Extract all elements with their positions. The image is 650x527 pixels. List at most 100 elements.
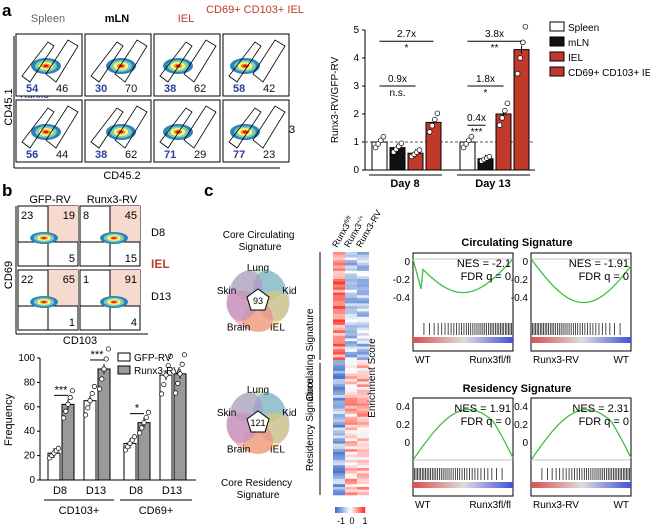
heatmap-cell [333,427,345,431]
heatmap-cell [345,273,357,277]
bar-b-point [91,383,97,389]
gsea-rank-bar [431,337,433,343]
heatmap-cell [345,297,357,301]
flow-b-q-topright: 45 [125,210,137,222]
venn-tissue-label: IEL [270,323,285,334]
heatmap-cell [345,405,357,409]
bar-b-point [181,352,187,358]
gsea-rank-bar [615,337,617,343]
bar-a-1-2 [495,113,512,171]
bar-b-ytick-label: 0 [29,475,35,486]
gsea-rank-bar [537,482,539,488]
heatmap-cell [333,432,345,436]
flow-a-gate-right [183,39,217,83]
flow-a-gate-left [21,107,55,149]
gsea-rank-bar [459,482,461,488]
bar-b-point [159,391,165,397]
bar-b-ytick-label: 40 [24,426,36,437]
venn-top-title-1: Core Circulating [223,230,295,241]
heatmap-cell [333,368,345,372]
flow-b-q-bottomright: 15 [125,253,137,265]
gsea-rank-bar [435,337,437,343]
flow-a-blob-layer-4 [242,64,248,68]
heatmap-cell [357,297,369,301]
heatmap-cell [333,457,345,461]
heatmap-scale-bar [349,507,351,513]
heatmap-cell [357,281,369,285]
bar-a-ylabel: Runx3-RV/GFP-RV [330,57,341,144]
flow-a-cell-r1-c1: 38 62 [84,99,152,163]
bar-b-point [161,381,167,388]
heatmap-cell [345,338,357,342]
gsea-ytick: 0 [404,257,410,268]
bar-a-point [517,55,523,61]
venn-tissue-label: IEL [270,445,285,456]
gsea-rank-bar [619,482,621,488]
heatmap-cell [357,330,369,334]
gsea-rank-bar [439,337,441,343]
heatmap-cell [357,392,369,396]
flow-a-col-spleen: Spleen [31,13,65,25]
gsea-rank-bar [605,482,607,488]
gsea-rank-bar [501,337,503,343]
bar-a-annotation-stars: n.s. [389,88,405,99]
gsea-rank-bar [579,337,581,343]
heatmap-cell [333,470,345,474]
gsea-rank-bar [605,337,607,343]
heatmap-cell [345,341,357,345]
heatmap-cell [333,454,345,458]
heatmap-scale-bar [335,507,337,513]
heatmap-cell [333,284,345,288]
heatmap-cell [357,476,369,480]
heatmap-cell [345,306,357,309]
heatmap-cell [345,360,357,363]
gsea-ytick: 0 [404,438,410,449]
heatmap-cell [345,330,357,334]
gsea-rank-bar [503,337,505,343]
gsea-rank-bar [607,482,609,488]
heatmap-cell [345,262,357,266]
heatmap-cell [345,270,357,274]
gsea-rank-bar [449,482,451,488]
gsea-rank-bar [615,482,617,488]
gsea-rank-bar [611,337,613,343]
gsea-left-label: WT [415,355,431,366]
gsea-rank-bar [585,482,587,488]
bar-b-1-1 [97,368,111,481]
heatmap-cell [333,405,345,409]
heatmap-cell [357,454,369,458]
flow-a-col-cd69-iel: CD69+ CD103+ IEL [206,4,304,16]
gsea-rank-bar [595,337,597,343]
bar-b-sig-stars: *** [91,349,105,361]
heatmap-cell [333,408,345,412]
heatmap-cell [357,365,369,369]
gsea-rank-bar [501,482,503,488]
heatmap-cell [345,354,357,358]
heatmap-cell [357,470,369,474]
bar-a-point [522,23,529,30]
legend-swatch-iel [549,51,565,62]
flow-a-xaxis: CD45.2 [103,170,140,182]
bar-b-point [137,430,143,436]
bar-a-point [502,107,508,114]
heatmap-cell [357,373,369,377]
heatmap-cell [333,343,345,347]
heatmap-cell [345,303,357,307]
heatmap-cell [345,357,357,361]
heatmap-cell [333,316,345,320]
gsea-rank-bar [485,482,487,488]
gsea-rank-bar [437,482,439,488]
gsea-rank-bar [507,482,509,488]
gsea-rank-bar [593,482,595,488]
heatmap-scale-bar [358,507,360,513]
bar-b-3-1 [173,373,187,481]
flow-b-blob-layer-4 [111,237,117,239]
gsea-rank-bar [593,337,595,343]
gsea-rank-bar [413,337,415,343]
heatmap-cell [333,276,345,280]
gsea-rank-bar [493,337,495,343]
flow-a-value-right: 44 [56,149,68,161]
gsea-rank-bar [591,482,593,488]
gsea-rank-bar [489,482,491,488]
heatmap-cell [345,468,357,471]
